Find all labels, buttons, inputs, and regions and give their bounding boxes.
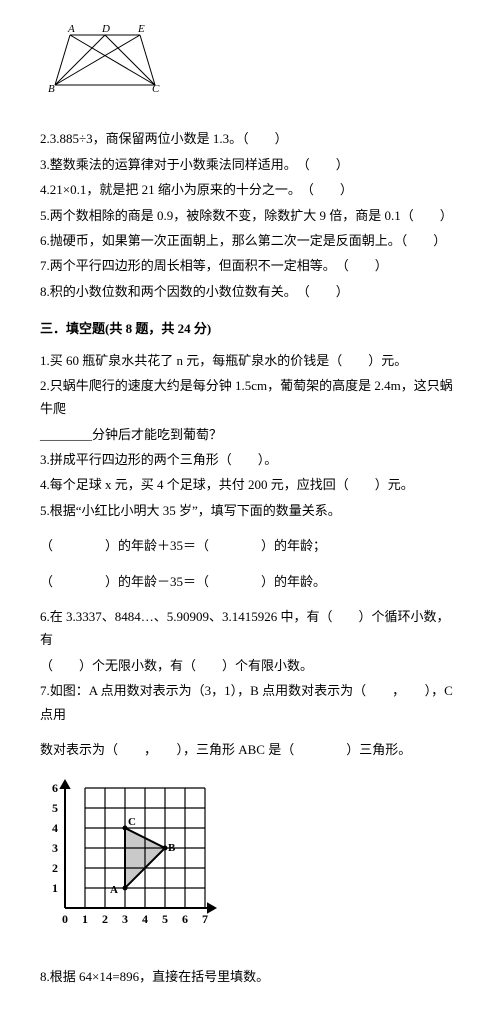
- y5: 5: [52, 801, 58, 815]
- q3-4: 4.每个足球 x 元，买 4 个足球，共付 200 元，应找回（ ）元。: [40, 473, 460, 496]
- q2-4: 4.21×0.1，就是把 21 缩小为原来的十分之一。 （ ）: [40, 178, 460, 201]
- label-D: D: [101, 23, 110, 35]
- q3-3: 3.拼成平行四边形的两个三角形（ ）。: [40, 448, 460, 471]
- grid-label-C: C: [128, 816, 136, 828]
- x5: 5: [162, 912, 168, 926]
- label-C: C: [152, 83, 160, 95]
- q3-1: 1.买 60 瓶矿泉水共花了 n 元，每瓶矿泉水的价钱是（ ）元。: [40, 349, 460, 372]
- label-A: A: [67, 23, 75, 35]
- grid-label-A: A: [110, 884, 118, 896]
- q2-8: 8.积的小数位数和两个因数的小数位数有关。 （ ）: [40, 280, 460, 303]
- y4: 4: [52, 821, 58, 835]
- q3-7a: 7.如图：A 点用数对表示为（3，1），B 点用数对表示为（ ， ），C 点用: [40, 679, 460, 726]
- q3-7b: 数对表示为（ ， ），三角形 ABC 是（ ）三角形。: [40, 738, 460, 761]
- y6: 6: [52, 781, 58, 795]
- diagram-grid: A B C 6 5 4 3 2 1 0 1 2 3 4 5 6 7: [40, 773, 460, 940]
- q2-5: 5.两个数相除的商是 0.9，被除数不变，除数扩大 9 倍，商是 0.1（ ）: [40, 204, 460, 227]
- label-B: B: [48, 83, 55, 95]
- diagram-svg: A D E B C: [40, 20, 170, 100]
- label-E: E: [137, 23, 145, 35]
- diagram-trapezoid: A D E B C: [40, 20, 460, 107]
- q3-2b: ________分钟后才能吃到葡萄？: [40, 423, 460, 446]
- x4: 4: [142, 912, 148, 926]
- q2-2: 2.3.885÷3，商保留两位小数是 1.3。（ ）: [40, 127, 460, 150]
- x1: 1: [82, 912, 88, 926]
- q2-3: 3.整数乘法的运算律对于小数乘法同样适用。 （ ）: [40, 153, 460, 176]
- q3-6a: 6.在 3.3337、8484…、5.90909、3.1415926 中，有（ …: [40, 605, 460, 652]
- x2: 2: [102, 912, 108, 926]
- q3-5: 5.根据“小红比小明大 35 岁”，填写下面的数量关系。: [40, 499, 460, 522]
- q3-5a: （ ）的年龄＋35＝（ ）的年龄；: [40, 534, 460, 557]
- section3-title: 三．填空题(共 8 题，共 24 分): [40, 317, 460, 340]
- y3: 3: [52, 841, 58, 855]
- x3: 3: [122, 912, 128, 926]
- grid-svg: A B C 6 5 4 3 2 1 0 1 2 3 4 5 6 7: [40, 773, 220, 933]
- x0: 0: [62, 912, 68, 926]
- y1: 1: [52, 881, 58, 895]
- q3-2a: 2.只蜗牛爬行的速度大约是每分钟 1.5cm，葡萄架的高度是 2.4m，这只蜗牛…: [40, 374, 460, 421]
- grid-label-B: B: [168, 842, 176, 854]
- y2: 2: [52, 861, 58, 875]
- q3-6b: （ ）个无限小数，有（ ）个有限小数。: [40, 654, 460, 677]
- x6: 6: [182, 912, 188, 926]
- x7: 7: [202, 912, 208, 926]
- q3-5b: （ ）的年龄－35＝（ ）的年龄。: [40, 570, 460, 593]
- q3-8: 8.根据 64×14=896，直接在括号里填数。: [40, 965, 460, 988]
- q2-7: 7.两个平行四边形的周长相等，但面积不一定相等。 （ ）: [40, 254, 460, 277]
- q2-6: 6.抛硬币，如果第一次正面朝上，那么第二次一定是反面朝上。（ ）: [40, 229, 460, 252]
